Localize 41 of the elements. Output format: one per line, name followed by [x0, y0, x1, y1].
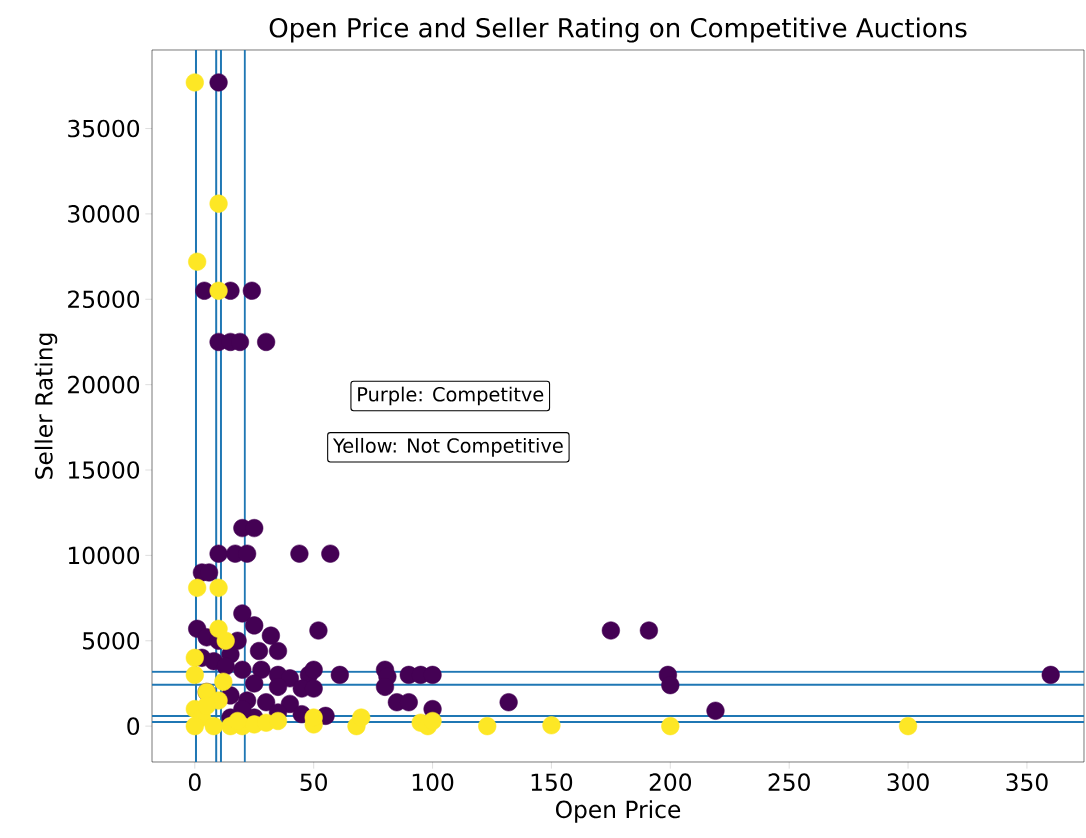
x-tick-label: 0 — [188, 773, 201, 792]
x-tick-label: 200 — [649, 773, 692, 792]
x-tick-label: 300 — [887, 773, 929, 792]
chart-title: Open Price and Seller Rating on Competitive Auctions — [269, 17, 967, 43]
y-tick-label: 20000 — [68, 375, 140, 394]
point — [423, 711, 442, 731]
x-tick-label: 350 — [1006, 773, 1048, 792]
point — [478, 717, 497, 736]
x-tick-label: 250 — [768, 773, 810, 792]
point — [185, 648, 204, 667]
point — [197, 696, 216, 715]
annotation: Yellow: Not Competitive — [332, 437, 563, 457]
y-axis-title: Seller Rating — [34, 333, 58, 479]
point — [209, 281, 228, 300]
y-tick-label: 0 — [127, 717, 140, 735]
point — [898, 717, 918, 736]
point — [661, 717, 680, 736]
point — [542, 716, 561, 735]
y-tick-label: 15000 — [68, 461, 140, 479]
point — [204, 717, 223, 736]
y-tick-label: 30000 — [68, 205, 140, 223]
point — [214, 672, 233, 691]
point — [209, 194, 228, 213]
point — [352, 708, 371, 727]
point — [188, 252, 207, 271]
point — [209, 578, 228, 597]
y-tick-label: 25000 — [68, 290, 140, 309]
point — [188, 578, 207, 597]
y-tick-label: 10000 — [68, 546, 140, 565]
point — [268, 711, 288, 731]
y-tick-label: 5000 — [83, 631, 140, 650]
point — [216, 631, 235, 650]
point — [185, 665, 204, 684]
point — [185, 717, 204, 736]
x-axis-title: Open Price — [555, 800, 681, 823]
annotation: Purple: Competitve — [358, 386, 544, 406]
x-tick-label: 50 — [300, 773, 327, 792]
x-tick-label: 100 — [412, 773, 454, 792]
y-tick-label: 35000 — [68, 119, 140, 138]
point — [185, 73, 204, 92]
x-tick-label: 150 — [531, 773, 573, 792]
